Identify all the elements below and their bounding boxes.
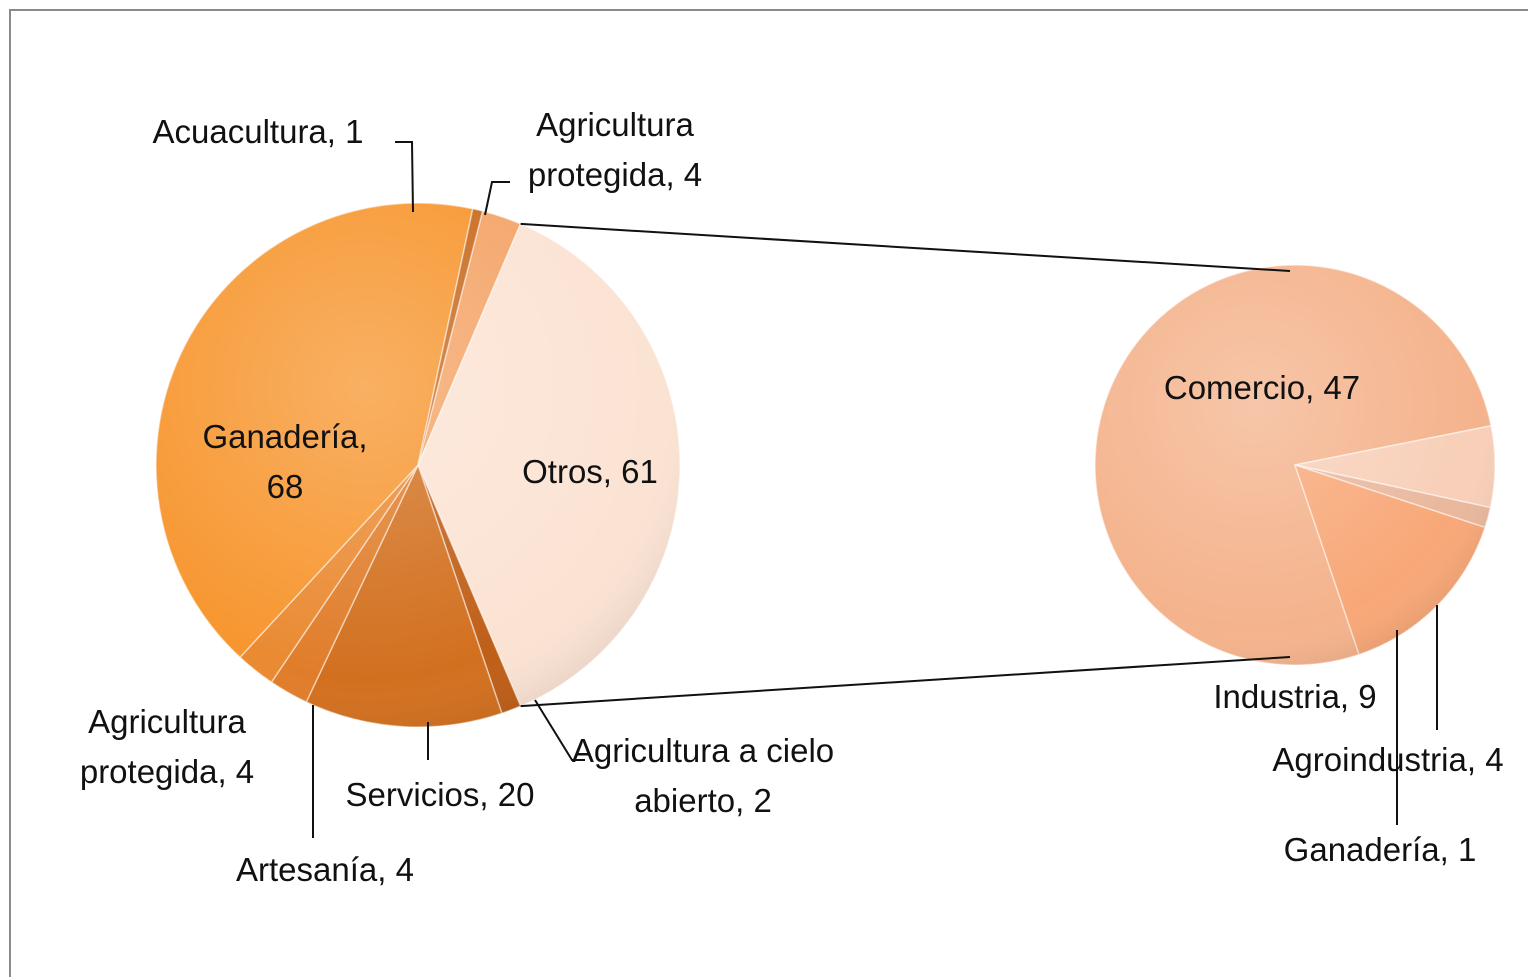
leader-line bbox=[395, 141, 414, 213]
data-label: Comercio, 47 bbox=[1163, 369, 1361, 406]
data-label: Agricultura a cielo abierto, 2 bbox=[571, 732, 835, 819]
data-label: Industria, 9 bbox=[1213, 678, 1377, 715]
leader-line bbox=[534, 699, 585, 761]
data-label: Agroindustria, 4 bbox=[1272, 741, 1504, 778]
data-label: Agricultura protegida, 4 bbox=[527, 106, 703, 193]
data-label: Servicios, 20 bbox=[345, 776, 535, 813]
data-label: Acuacultura, 1 bbox=[152, 113, 364, 150]
chart-border bbox=[9, 9, 1528, 977]
connector-line bbox=[520, 222, 1291, 272]
data-label: Ganadería, 68 bbox=[202, 418, 368, 505]
data-label: Agricultura protegida, 4 bbox=[79, 703, 255, 790]
connector-line bbox=[520, 656, 1291, 708]
leader-line bbox=[484, 181, 510, 216]
data-label: Artesanía, 4 bbox=[236, 851, 414, 888]
data-label: Otros, 61 bbox=[522, 453, 658, 490]
data-label: Ganadería, 1 bbox=[1283, 831, 1477, 868]
